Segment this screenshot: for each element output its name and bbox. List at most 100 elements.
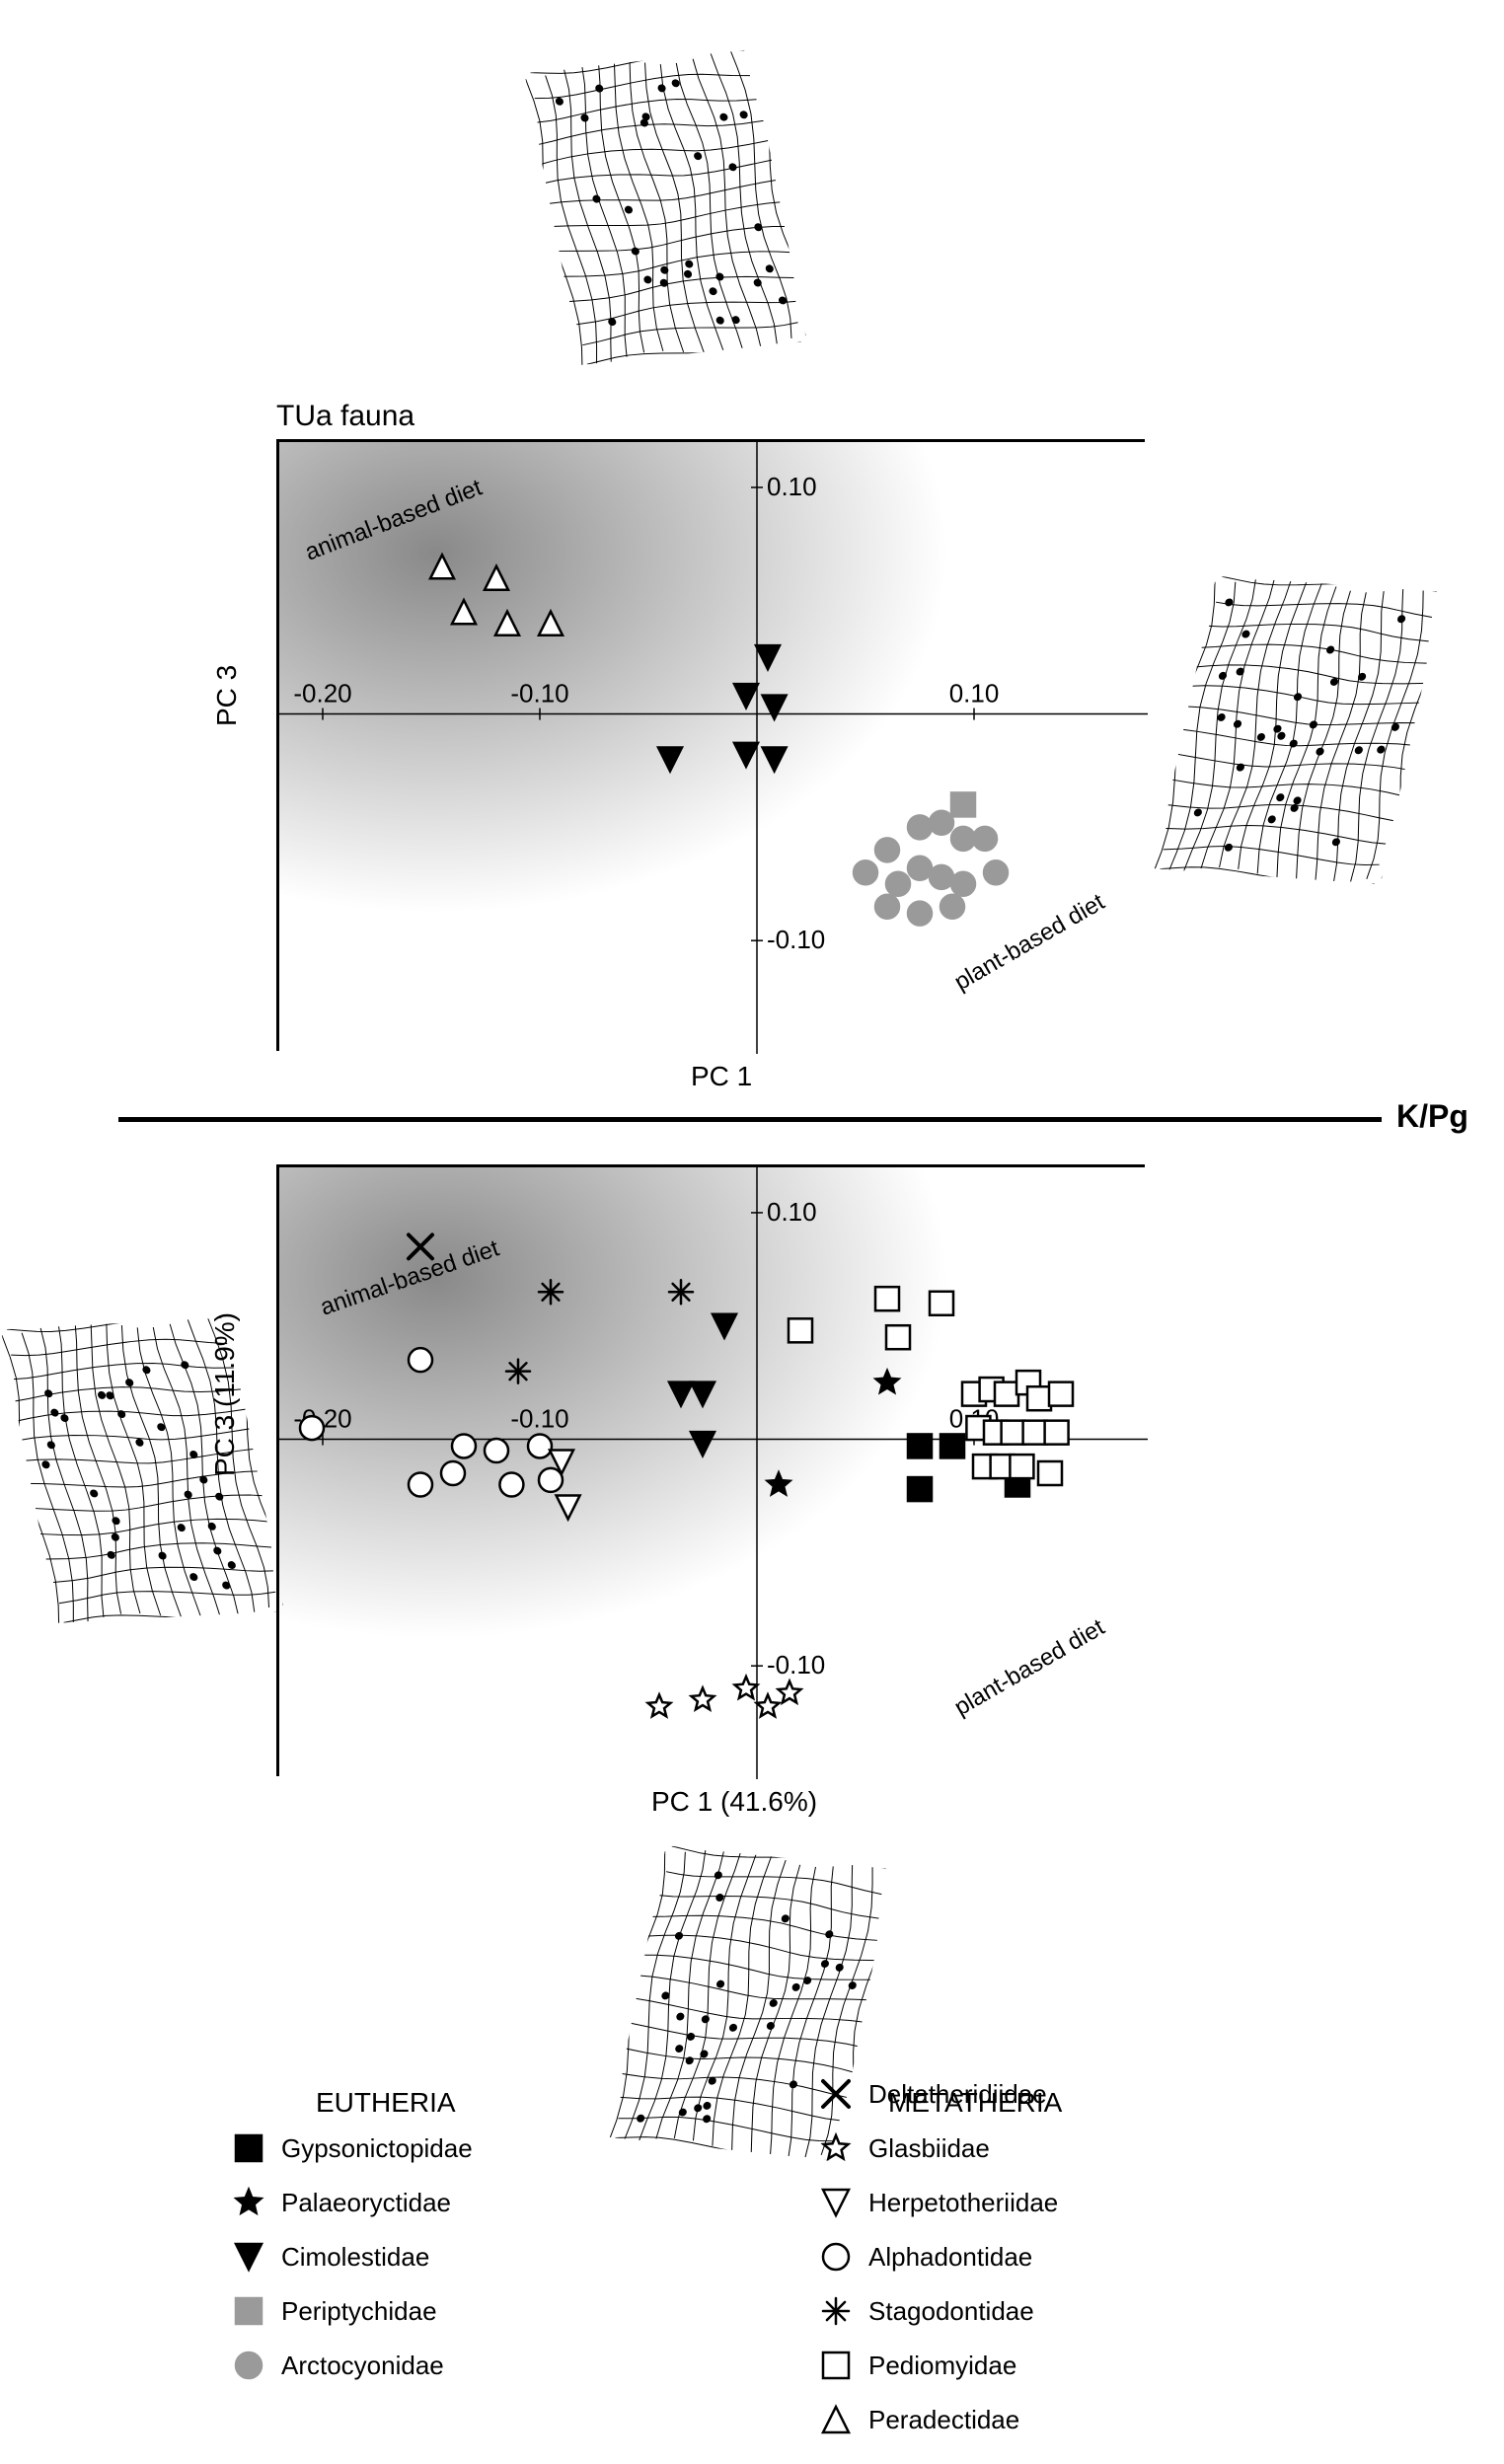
point-Pediomyidae [789,1318,812,1342]
point-Alphadontidae [300,1416,324,1440]
legend-label: Pediomyidae [868,2351,1016,2381]
deformation-grid [1153,576,1442,889]
svg-text:-0.10: -0.10 [510,679,568,709]
legend-marker-icon [819,2240,853,2274]
xlabel-bottom: PC 1 (41.6%) [651,1786,817,1818]
point-Stagodontidae [539,1280,563,1304]
legend-label: Herpetotheriidae [868,2188,1058,2218]
legend-marker-icon [819,2403,853,2436]
legend-marker-icon [232,2294,265,2328]
scatter-plot-bottom: -0.20-0.100.100.10-0.10animal-based diet… [279,1167,1148,1779]
panel-title-top: TUa fauna [276,400,414,433]
point-Alphadontidae [499,1472,523,1496]
point-Arctocyonidae [854,860,877,884]
point-Arctocyonidae [951,827,975,851]
svg-text:-0.10: -0.10 [767,1650,825,1680]
point-Arctocyonidae [875,838,899,861]
point-Gypsonictopidae [908,1477,932,1501]
deformation-grid [608,1845,891,2166]
point-Alphadontidae [485,1439,508,1462]
svg-text:0.10: 0.10 [949,679,1000,709]
legend-marker-icon [232,2240,265,2274]
ylabel-top: PC 3 [211,665,243,726]
point-Arctocyonidae [951,872,975,896]
scatter-panel-top: -0.20-0.100.100.10-0.10animal-based diet… [276,439,1145,1051]
point-Arctocyonidae [875,895,899,919]
deformation-grid [1,1317,285,1627]
point-Pediomyidae [1045,1421,1069,1445]
grid-icon [524,49,806,365]
svg-text:0.10: 0.10 [767,1197,817,1227]
legend-item-cimolestidae: Cimolestidae [232,2240,429,2274]
point-Pediomyidae [995,1382,1018,1406]
legend-item-peradectidae: Peradectidae [819,2403,1019,2436]
point-Pediomyidae [930,1292,953,1315]
legend-label: Periptychidae [281,2296,437,2327]
point-Pediomyidae [1010,1455,1033,1478]
legend-item-herpetotheriidae: Herpetotheriidae [819,2186,1058,2219]
point-Gypsonictopidae [940,1434,964,1457]
legend-marker-icon [819,2186,853,2219]
legend-marker-icon [819,2131,853,2165]
svg-text:-0.10: -0.10 [510,1404,568,1434]
point-Arctocyonidae [908,857,932,880]
legend-item-stagodontidae: Stagodontidae [819,2294,1034,2328]
point-Arctocyonidae [940,895,964,919]
legend-marker-icon [232,2186,265,2219]
point-Periptychidae [951,792,975,816]
kpg-divider [118,1117,1382,1122]
point-Pediomyidae [886,1325,910,1349]
point-Alphadontidae [528,1434,552,1457]
legend-marker-icon [819,2077,853,2111]
svg-text:-0.20: -0.20 [293,679,351,709]
legend-label: Deltatheridiidae [868,2079,1047,2110]
legend-item-deltatheridiidae: Deltatheridiidae [819,2077,1047,2111]
svg-text:0.10: 0.10 [767,472,817,501]
legend-label: Stagodontidae [868,2296,1034,2327]
legend-item-periptychidae: Periptychidae [232,2294,437,2328]
deformation-grid [524,49,807,370]
point-Alphadontidae [409,1348,432,1372]
legend-label: Gypsonictopidae [281,2133,473,2164]
point-Alphadontidae [452,1434,476,1457]
legend-item-arctocyonidae: Arctocyonidae [232,2349,444,2382]
legend-marker-icon [819,2294,853,2328]
legend-label: Alphadontidae [868,2242,1032,2273]
point-Alphadontidae [409,1472,432,1496]
legend-label: Arctocyonidae [281,2351,444,2381]
point-Arctocyonidae [984,860,1008,884]
point-Pediomyidae [875,1287,899,1310]
grid-icon [609,1845,891,2161]
point-Pediomyidae [1002,1421,1025,1445]
kpg-label: K/Pg [1396,1098,1468,1135]
point-Pediomyidae [1049,1382,1073,1406]
legend-item-pediomyidae: Pediomyidae [819,2349,1016,2382]
point-Alphadontidae [441,1461,465,1485]
legend-item-alphadontidae: Alphadontidae [819,2240,1032,2274]
legend-label: Peradectidae [868,2405,1019,2435]
legend-marker-icon [819,2349,853,2382]
point-Arctocyonidae [930,811,953,835]
grid-icon [1,1317,284,1622]
legend-item-gypsonictopidae: Gypsonictopidae [232,2131,473,2165]
point-Stagodontidae [506,1360,530,1383]
point-Gypsonictopidae [908,1434,932,1457]
point-Arctocyonidae [930,865,953,889]
grid-icon [1154,576,1442,884]
point-Pediomyidae [1023,1421,1047,1445]
legend-marker-icon [232,2349,265,2382]
legend-label: Palaeoryctidae [281,2188,451,2218]
point-Arctocyonidae [908,815,932,839]
point-Pediomyidae [1038,1461,1062,1485]
legend-label: Glasbiidae [868,2133,990,2164]
scatter-panel-bottom: -0.20-0.100.100.10-0.10animal-based diet… [276,1164,1145,1776]
legend-marker-icon [232,2131,265,2165]
point-Pediomyidae [1027,1386,1051,1410]
point-Arctocyonidae [908,902,932,926]
xlabel-top: PC 1 [691,1061,752,1092]
point-Alphadontidae [539,1468,563,1492]
legend-item-glasbiidae: Glasbiidae [819,2131,990,2165]
point-Arctocyonidae [886,872,910,896]
legend-item-palaeoryctidae: Palaeoryctidae [232,2186,451,2219]
legend-title-eutheria: EUTHERIA [316,2087,456,2119]
